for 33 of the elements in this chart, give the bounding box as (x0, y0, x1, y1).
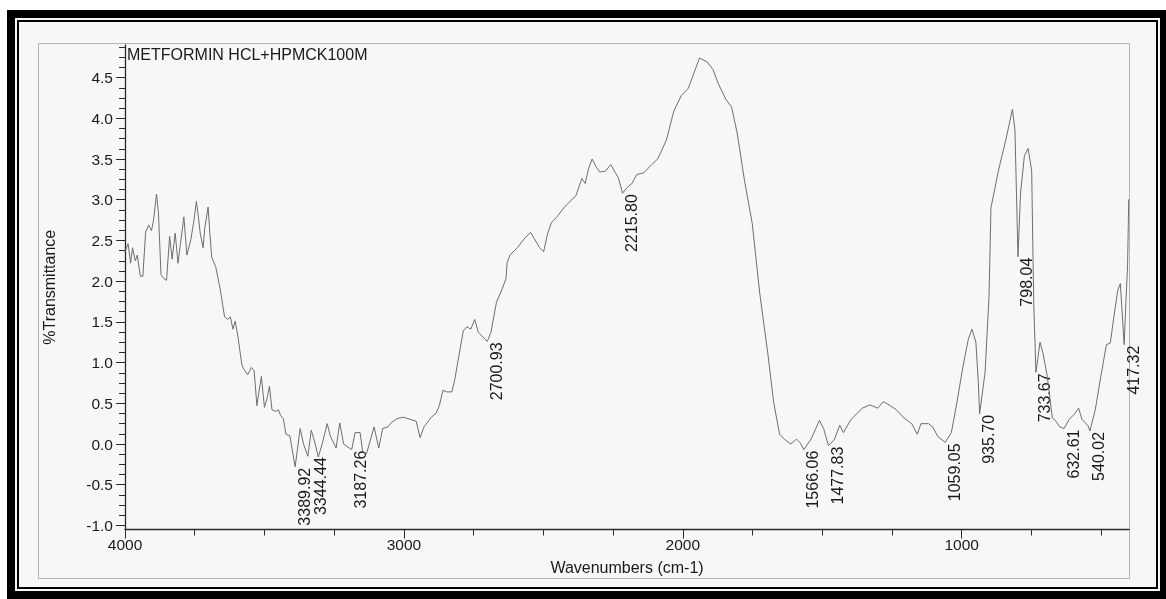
y-tick-label: 3.0 (91, 191, 114, 209)
annotation: 3187.26 (352, 450, 370, 509)
y-tick-label: -1.0 (86, 516, 114, 534)
x-tick-label: 3000 (386, 536, 422, 553)
annotation: 1566.06 (804, 450, 822, 509)
annotation: 3389.92 (295, 467, 313, 526)
annotation: 1059.05 (945, 443, 963, 502)
y-tick-label: 0.5 (91, 394, 113, 412)
x-tick-label: 2000 (665, 536, 701, 553)
annotation: 540.02 (1090, 431, 1108, 481)
y-tick-label: 4.5 (91, 69, 113, 87)
y-tick-label: 1.5 (91, 313, 113, 331)
chart-title: METFORMIN HCL+HPMCK100M (127, 45, 368, 63)
annotation: 2700.93 (487, 342, 505, 401)
annotation: 2215.80 (623, 194, 641, 253)
y-tick-label: -0.5 (86, 476, 113, 494)
x-tick-label: 4000 (107, 536, 143, 553)
y-tick-label: 4.0 (91, 109, 114, 127)
y-tick-label: 0.0 (91, 435, 114, 453)
y-tick-label: 2.5 (91, 231, 113, 249)
annotation: 3344.44 (311, 457, 329, 516)
x-axis-title: Wavenumbers (cm-1) (550, 559, 704, 576)
y-tick-label: 1.0 (91, 354, 114, 372)
annotation: 1477.83 (828, 446, 846, 505)
annotation: 417.32 (1124, 345, 1142, 395)
annotation: 798.04 (1018, 257, 1036, 307)
annotation: 935.70 (980, 414, 998, 464)
annotation: 632.61 (1064, 429, 1082, 479)
annotation: 733.67 (1036, 373, 1054, 423)
y-axis-title: %Transmittance (40, 229, 58, 345)
x-tick-label: 1000 (944, 536, 980, 553)
y-tick-label: 3.5 (91, 150, 113, 168)
y-tick-label: 2.0 (91, 272, 114, 290)
